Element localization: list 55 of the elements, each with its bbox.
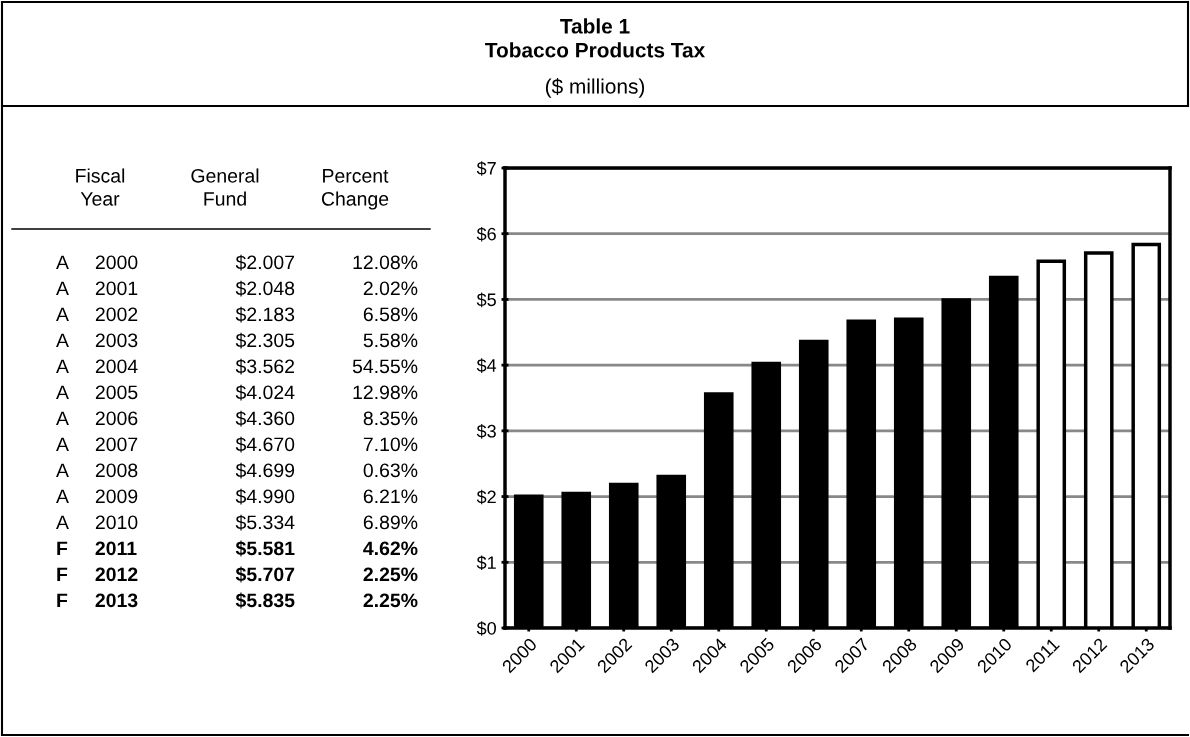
text: A 2006 — [56, 411, 138, 426]
y-tick-label: $1 — [476, 555, 496, 571]
text: A 2004 — [56, 359, 138, 374]
text: ($ millions) — [545, 78, 645, 98]
text: 2.02% — [363, 281, 418, 296]
text: F 2012 — [57, 567, 138, 582]
text: 6.89% — [363, 515, 418, 530]
text: $2.048 — [235, 280, 295, 297]
text: $2.007 — [235, 254, 295, 271]
text: 6.21% — [363, 489, 418, 504]
text: 2.25% — [363, 567, 418, 582]
text: $3.562 — [235, 358, 295, 375]
text: $4.360 — [235, 410, 295, 427]
text: A 2003 — [56, 333, 138, 348]
y-tick-label: $5 — [476, 292, 496, 308]
text: $5.707 — [235, 566, 295, 583]
text: $2.183 — [235, 306, 295, 323]
text: $4.024 — [235, 384, 295, 401]
text: A 2008 — [56, 463, 138, 478]
y-tick-label: $6 — [476, 226, 496, 242]
text: 6.58% — [363, 307, 418, 322]
text: 4.62% — [363, 541, 418, 556]
text: A 2010 — [56, 515, 138, 530]
text: A 2002 — [56, 307, 138, 322]
y-tick-label: $3 — [476, 424, 496, 439]
text: 2.25% — [363, 593, 418, 608]
text: A 2001 — [56, 281, 138, 296]
text: 54.55% — [352, 359, 418, 374]
y-tick-label: $4 — [476, 358, 497, 373]
text: A 2000 — [56, 255, 138, 270]
text: A 2007 — [56, 437, 138, 452]
text: F 2011 — [57, 541, 137, 556]
text: $4.670 — [235, 436, 295, 453]
text: 0.63% — [363, 463, 418, 478]
text: 12.08% — [353, 255, 418, 270]
text: $5.334 — [235, 514, 295, 531]
y-tick-label: $7 — [476, 161, 496, 176]
text: General Fund — [191, 168, 259, 206]
text: A 2009 — [56, 489, 138, 504]
text: 8.35% — [363, 411, 418, 426]
text: $4.990 — [235, 488, 295, 505]
text: Percent Change — [321, 169, 389, 210]
text: A 2005 — [56, 385, 138, 400]
text: $5.581 — [235, 540, 295, 557]
text: $5.835 — [235, 592, 295, 609]
y-tick-label: $0 — [476, 621, 496, 636]
text: Table 1 Tobacco Products Tax — [485, 18, 706, 58]
text: 5.58% — [363, 333, 418, 348]
text: $2.305 — [235, 332, 295, 349]
text: Fiscal Year — [76, 168, 125, 206]
text: F 2013 — [57, 593, 138, 608]
y-tick-label: $2 — [476, 489, 496, 505]
text: $4.699 — [235, 462, 295, 479]
text: 12.98% — [353, 385, 418, 400]
text: 7.10% — [363, 437, 418, 452]
